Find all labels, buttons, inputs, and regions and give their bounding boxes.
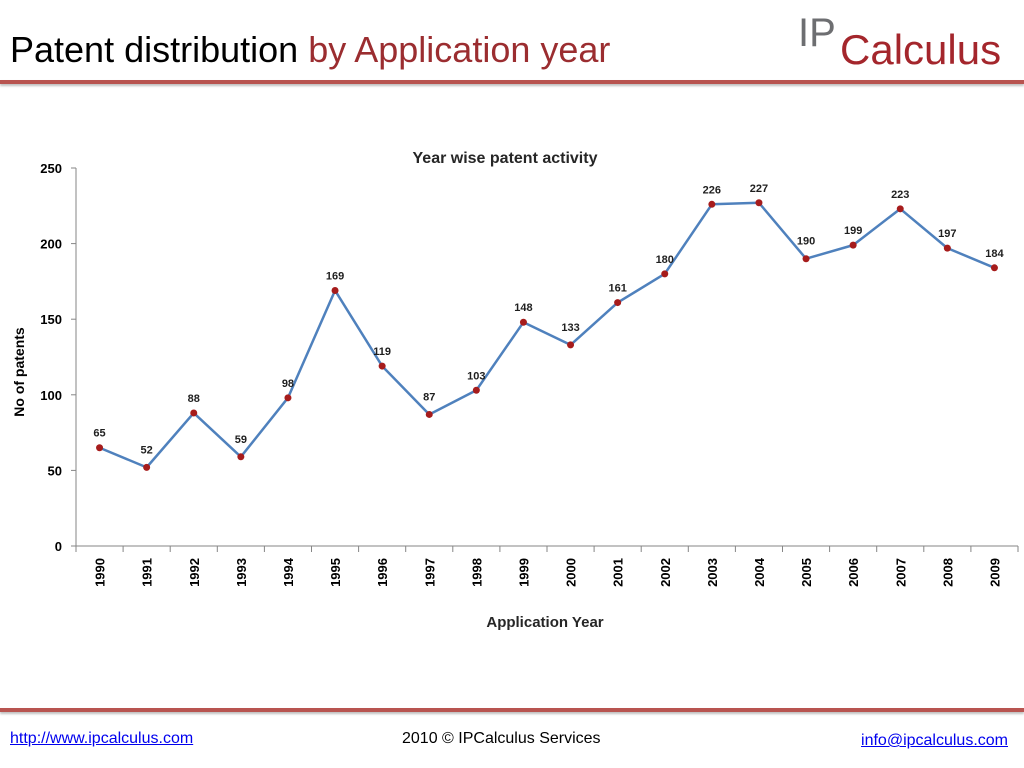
chart-title: Year wise patent activity [413,150,598,167]
data-label: 197 [938,228,956,240]
logo-suffix: Calculus [840,26,1001,68]
data-point [96,444,104,452]
x-axis-title: Application Year [486,614,603,631]
y-tick-label: 150 [40,312,62,327]
logo-prefix: IP [798,11,836,55]
x-tick-label: 2009 [987,558,1002,587]
data-point [802,255,810,263]
x-tick-label: 1995 [328,558,343,587]
x-tick-label: 2001 [611,558,626,587]
data-point [990,264,998,272]
data-label: 223 [891,189,909,201]
data-label: 98 [282,378,294,390]
x-tick-label: 1999 [516,558,531,587]
data-label: 226 [703,184,721,196]
x-tick-label: 2008 [940,558,955,587]
y-axis-title: No of patents [11,327,27,417]
slide-title-main: Patent distribution [10,29,299,70]
x-tick-label: 2000 [564,558,579,587]
line-chart: Year wise patent activity No of patents … [11,150,1019,631]
data-point [284,394,292,402]
data-label: 103 [467,370,485,382]
data-label: 169 [326,270,344,282]
series-line [99,201,995,469]
data-label: 88 [188,393,200,405]
x-tick-label: 2006 [846,558,861,587]
x-tick-label: 2003 [705,558,720,587]
data-point [190,409,198,417]
y-tick-label: 200 [40,237,62,252]
y-tick-label: 50 [48,463,62,478]
x-tick-label: 1997 [422,558,437,587]
data-point [237,453,245,461]
x-tick-label: 1996 [375,558,390,587]
data-label: 227 [750,183,768,195]
data-label: 161 [608,283,626,295]
chart-axes: 0 50 100 150 200 250 1990 1991 1992 1993 1994 1995 1… [40,161,1019,587]
data-label: 59 [235,434,247,446]
x-tick-label: 2004 [752,557,767,587]
x-tick-label: 1998 [469,558,484,587]
x-tick-label: 1993 [234,558,249,587]
slide-title: Patent distribution by Application year [10,28,610,72]
data-label: 184 [985,248,1004,260]
y-tick-label: 250 [40,161,62,176]
data-label: 65 [93,428,105,440]
header-rule [0,80,1024,84]
x-tick-label: 1990 [93,558,108,587]
chart-data-labels: 65 52 88 59 98 169 119 87 103 148 133 161 180 226 227 1… [93,183,1004,457]
data-label: 180 [656,254,674,266]
data-point [849,241,857,249]
email-link[interactable]: info@ipcalculus.com [861,732,1008,749]
data-point [143,463,151,471]
x-tick-label: 2007 [893,558,908,587]
data-point [943,244,951,252]
data-label: 148 [514,302,532,314]
x-tick-label: 1992 [187,558,202,587]
data-point [378,362,386,370]
ipcalculus-logo: IP Calculus [798,11,1001,68]
data-point [661,270,669,278]
data-label: 52 [141,444,153,456]
data-point [567,341,575,349]
chart-series [96,199,998,471]
footer-rule [0,708,1024,712]
data-point [472,386,480,394]
data-point [708,200,716,208]
data-point [614,299,622,307]
website-link[interactable]: http://www.ipcalculus.com [10,730,194,747]
slide-title-accent: by Application year [308,29,611,70]
x-tick-label: 1991 [140,558,155,587]
x-tick-label: 2005 [799,558,814,587]
data-point [331,286,339,294]
data-point [755,199,763,207]
data-point [425,410,433,418]
data-label: 199 [844,225,862,237]
copyright-text: 2010 © IPCalculus Services [402,730,601,747]
x-tick-label: 1994 [281,557,296,587]
data-point [896,205,904,213]
data-label: 119 [373,346,391,358]
data-label: 133 [561,322,579,334]
data-label: 87 [423,391,435,403]
x-tick-label: 2002 [658,558,673,587]
data-label: 190 [797,236,815,248]
y-tick-label: 100 [40,388,62,403]
y-tick-label: 0 [55,539,62,554]
data-point [519,318,527,326]
